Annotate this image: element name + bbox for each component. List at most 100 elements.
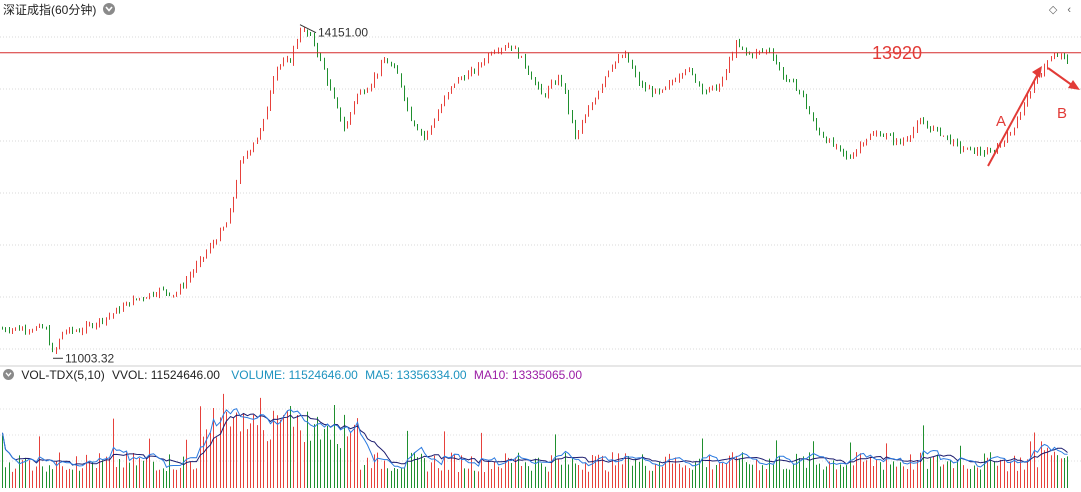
arrow-a	[987, 69, 1041, 167]
candle-body	[682, 73, 683, 77]
candle-body	[427, 131, 428, 138]
candle-body	[290, 58, 291, 63]
candle-body	[464, 77, 465, 80]
vvol-value: VVOL: 11524646.00	[112, 368, 220, 382]
candle-body	[1024, 103, 1025, 113]
candle-body	[642, 83, 643, 86]
candle-body	[123, 305, 124, 312]
candle-body	[692, 69, 693, 75]
candle-body	[330, 82, 331, 89]
candle-body	[180, 285, 181, 294]
candle-body	[783, 68, 784, 79]
candle-body	[960, 143, 961, 151]
candle-body	[193, 270, 194, 276]
candle-body	[588, 108, 589, 117]
chart-title: 深证成指(60分钟)	[3, 3, 97, 17]
candle-body	[317, 44, 318, 55]
candle-body	[595, 98, 596, 104]
chevron-left-icon[interactable]: ‹	[1067, 4, 1071, 16]
candle-body	[66, 332, 67, 334]
candle-body	[92, 324, 93, 327]
candle-body	[1027, 95, 1028, 104]
chevron-down-icon[interactable]	[3, 369, 14, 380]
candle-body	[270, 92, 271, 108]
candle-body	[273, 77, 274, 93]
candle-body	[726, 70, 727, 78]
candle-body	[307, 29, 308, 35]
candle-body	[1067, 57, 1068, 63]
trend-annotations: A B	[987, 66, 1080, 167]
candle-body	[501, 48, 502, 52]
candle-body	[186, 279, 187, 287]
candle-body	[635, 68, 636, 75]
candle-body	[853, 155, 854, 159]
candle-body	[920, 120, 921, 124]
candle-body	[183, 285, 184, 287]
candle-body	[622, 57, 623, 59]
candle-body	[957, 140, 958, 144]
candle-body	[766, 50, 767, 52]
candle-body	[488, 54, 489, 62]
candle-body	[689, 69, 690, 71]
candle-body	[146, 297, 147, 299]
candle-body	[786, 78, 787, 80]
candle-body	[86, 324, 87, 331]
ma10-line	[2, 412, 1068, 466]
candle-body	[260, 129, 261, 138]
low-label: 11003.32	[65, 351, 114, 365]
candle-body	[159, 288, 160, 295]
candle-body	[565, 83, 566, 93]
candle-body	[880, 133, 881, 136]
candle-body	[866, 139, 867, 144]
diamond-icon[interactable]: ◇	[1048, 4, 1058, 16]
candle-body	[608, 70, 609, 77]
candle-body	[662, 89, 663, 93]
candle-body	[1000, 143, 1001, 147]
candle-body	[943, 135, 944, 137]
candle-body	[773, 51, 774, 58]
candle-body	[1044, 66, 1045, 74]
candle-body	[974, 147, 975, 154]
toolbar-icons: ◇ ‹	[1039, 3, 1071, 16]
candle-body	[203, 257, 204, 259]
candle-body	[937, 127, 938, 129]
candle-body	[729, 59, 730, 71]
candle-body	[411, 107, 412, 121]
candle-body	[910, 136, 911, 139]
candle-body	[153, 293, 154, 296]
candle-body	[618, 57, 619, 62]
candle-body	[806, 96, 807, 108]
candle-body	[1034, 81, 1035, 93]
candle-body	[1064, 54, 1065, 58]
candle-body	[793, 79, 794, 82]
candle-body	[484, 61, 485, 64]
candle-body	[1061, 54, 1062, 57]
chevron-down-icon[interactable]	[103, 3, 115, 15]
volume-indicator-label[interactable]: VOL-TDX(5,10)	[21, 368, 105, 382]
ma10-value: MA10: 13335065.00	[473, 368, 582, 382]
candle-body	[434, 120, 435, 127]
candle-body	[240, 162, 241, 183]
candle-body	[451, 86, 452, 93]
candle-body	[354, 101, 355, 113]
candle-body	[1047, 60, 1048, 67]
candle-body	[896, 139, 897, 143]
ma5-value: MA5: 13356334.00	[365, 368, 467, 382]
candle-body	[870, 135, 871, 140]
candle-body	[649, 88, 650, 90]
candle-body	[367, 89, 368, 93]
candle-body	[9, 330, 10, 332]
candle-body	[340, 107, 341, 121]
candle-body	[280, 64, 281, 68]
candle-body	[568, 92, 569, 111]
candle-body	[394, 65, 395, 68]
candle-body	[535, 79, 536, 83]
candle-body	[226, 223, 227, 228]
candle-body	[1030, 92, 1031, 96]
candle-body	[263, 119, 264, 130]
candle-body	[722, 77, 723, 86]
candle-body	[407, 99, 408, 108]
candle-body	[156, 294, 157, 296]
candle-body	[927, 124, 928, 127]
candle-body	[454, 83, 455, 87]
